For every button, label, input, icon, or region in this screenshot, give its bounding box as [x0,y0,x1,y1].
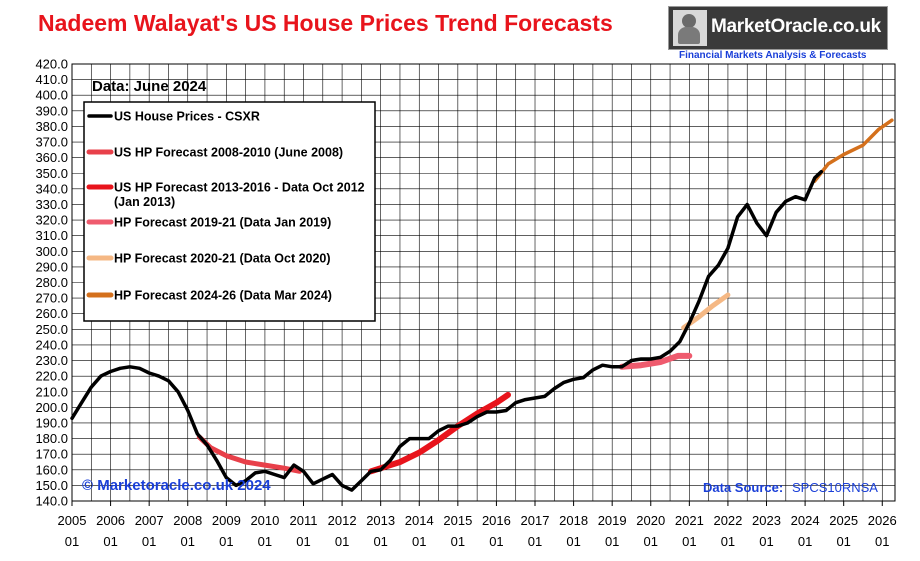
x-tick-label: 2023 [752,513,781,528]
legend-label-line2: (Jan 2013) [114,195,175,209]
series-line-3 [618,352,693,370]
source-label: Data Source: [703,480,783,495]
x-tick-sublabel: 01 [412,534,426,549]
x-tick-sublabel: 01 [605,534,619,549]
y-axis: 140.0150.0160.0170.0180.0190.0200.0210.0… [35,57,68,509]
series-line-2 [368,391,511,475]
x-tick-label: 2015 [443,513,472,528]
x-tick-label: 2005 [58,513,87,528]
x-tick-label: 2006 [96,513,125,528]
y-tick-label: 420.0 [35,57,68,72]
y-tick-label: 150.0 [35,478,68,493]
statue-icon [673,10,707,46]
series-line-0 [70,169,824,492]
y-tick-label: 360.0 [35,150,68,165]
y-tick-label: 330.0 [35,197,68,212]
x-tick-label: 2022 [713,513,742,528]
x-tick-sublabel: 01 [373,534,387,549]
y-tick-label: 210.0 [35,384,68,399]
x-tick-sublabel: 01 [798,534,812,549]
x-tick-sublabel: 01 [258,534,272,549]
x-tick-label: 2007 [135,513,164,528]
x-tick-label: 2017 [521,513,550,528]
x-tick-label: 2013 [366,513,395,528]
legend-label: US House Prices - CSXR [114,110,260,124]
y-tick-label: 280.0 [35,275,68,290]
legend-label: HP Forecast 2019-21 (Data Jan 2019) [114,216,331,230]
x-tick-label: 2014 [405,513,434,528]
x-tick-label: 2024 [791,513,820,528]
x-tick-label: 2021 [675,513,704,528]
logo-text: MarketOracle.co.uk [711,16,881,37]
marketoracle-logo[interactable]: MarketOracle.co.uk [668,6,888,50]
y-tick-label: 250.0 [35,322,68,337]
series-lines [70,118,894,492]
x-tick-label: 2011 [290,513,318,528]
logo-subtitle: Financial Markets Analysis & Forecasts [679,50,867,61]
source-value: SPCS10RNSA [792,480,878,495]
y-tick-label: 200.0 [35,400,68,415]
y-tick-label: 300.0 [35,244,68,259]
y-tick-label: 160.0 [35,462,68,477]
x-tick-sublabel: 01 [451,534,465,549]
x-tick-sublabel: 01 [142,534,156,549]
x-tick-sublabel: 01 [875,534,889,549]
x-tick-sublabel: 01 [836,534,850,549]
legend-label: HP Forecast 2020-21 (Data Oct 2020) [114,252,331,266]
data-date-annotation: Data: June 2024 [92,78,207,95]
x-tick-label: 2020 [636,513,665,528]
y-tick-label: 270.0 [35,291,68,306]
x-tick-sublabel: 01 [528,534,542,549]
x-tick-sublabel: 01 [682,534,696,549]
y-tick-label: 180.0 [35,431,68,446]
y-tick-label: 410.0 [35,72,68,87]
x-tick-sublabel: 01 [296,534,310,549]
y-tick-label: 320.0 [35,213,68,228]
x-tick-sublabel: 01 [181,534,195,549]
x-tick-sublabel: 01 [103,534,117,549]
x-tick-sublabel: 01 [489,534,503,549]
legend-label: HP Forecast 2024-26 (Data Mar 2024) [114,289,332,303]
y-tick-label: 390.0 [35,103,68,118]
x-tick-sublabel: 01 [759,534,773,549]
legend-label: US HP Forecast 2008-2010 (June 2008) [114,146,343,160]
y-tick-label: 240.0 [35,337,68,352]
y-tick-label: 190.0 [35,415,68,430]
x-tick-sublabel: 01 [644,534,658,549]
legend-box [83,101,376,322]
y-tick-label: 380.0 [35,119,68,134]
series-line-5 [812,118,894,183]
y-tick-label: 370.0 [35,135,68,150]
y-tick-label: 290.0 [35,259,68,274]
y-tick-label: 350.0 [35,166,68,181]
x-tick-sublabel: 01 [65,534,79,549]
legend: US House Prices - CSXR US HP Forecast 200… [86,110,365,303]
y-tick-label: 400.0 [35,88,68,103]
x-tick-label: 2018 [559,513,588,528]
x-tick-sublabel: 01 [566,534,580,549]
x-tick-label: 2016 [482,513,511,528]
x-tick-label: 2012 [328,513,357,528]
y-tick-label: 340.0 [35,181,68,196]
y-tick-label: 230.0 [35,353,68,368]
x-tick-label: 2025 [829,513,858,528]
copyright-annotation: © Marketoracle.co.uk 2024 [82,477,271,494]
x-tick-label: 2026 [868,513,897,528]
y-tick-label: 310.0 [35,228,68,243]
x-tick-label: 2009 [212,513,241,528]
x-tick-label: 2019 [598,513,627,528]
x-tick-sublabel: 01 [219,534,233,549]
x-tick-label: 2010 [250,513,279,528]
y-tick-label: 220.0 [35,369,68,384]
y-tick-label: 260.0 [35,306,68,321]
y-tick-label: 170.0 [35,447,68,462]
x-axis: 2005 01 2006 01 2007 01 2008 01 2009 01 2010 01 2011… [58,501,897,549]
legend-label: US HP Forecast 2013-2016 - Data Oct 2012 [114,181,365,195]
x-tick-sublabel: 01 [721,534,735,549]
y-tick-label: 140.0 [35,494,68,509]
x-tick-label: 2008 [173,513,202,528]
x-tick-sublabel: 01 [335,534,349,549]
chart-title: Nadeem Walayat's US House Prices Trend F… [38,10,613,36]
